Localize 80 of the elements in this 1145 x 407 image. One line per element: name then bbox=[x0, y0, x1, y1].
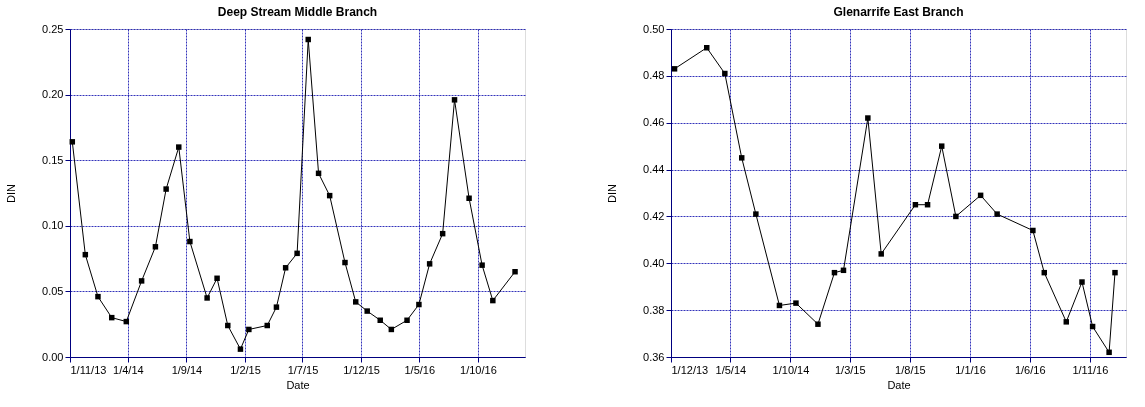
point bbox=[237, 346, 244, 352]
point bbox=[793, 300, 799, 306]
x-tick-label: 1/8/15 bbox=[895, 363, 926, 376]
x-tick-label: 1/5/14 bbox=[715, 363, 747, 376]
point bbox=[938, 143, 945, 149]
point bbox=[364, 308, 370, 314]
x-tick-label: 1/9/14 bbox=[171, 363, 203, 376]
y-tick-label: 0.10 bbox=[42, 219, 64, 232]
point bbox=[342, 259, 348, 266]
point bbox=[294, 250, 300, 257]
point bbox=[1063, 319, 1070, 325]
point bbox=[490, 297, 496, 304]
point bbox=[738, 155, 745, 161]
x-tick-label: 1/11/13 bbox=[70, 363, 107, 376]
point bbox=[1030, 227, 1036, 234]
x-tick-label: 1/10/16 bbox=[460, 363, 497, 376]
x-tick-label: 1/7/15 bbox=[287, 363, 319, 376]
point bbox=[865, 115, 871, 121]
y-tick-label: 0.46 bbox=[643, 116, 665, 129]
point bbox=[953, 213, 959, 220]
point bbox=[753, 211, 759, 217]
point bbox=[95, 293, 101, 300]
x-tick-label: 1/4/14 bbox=[113, 363, 144, 376]
y-tick-label: 0.15 bbox=[42, 153, 64, 166]
point bbox=[187, 238, 193, 245]
y-tick-label: 0.40 bbox=[643, 256, 665, 269]
y-tick-label: 0.25 bbox=[42, 22, 64, 35]
point bbox=[138, 278, 145, 284]
x-tick-label: 1/11/16 bbox=[1072, 363, 1109, 376]
point bbox=[878, 251, 884, 257]
point bbox=[1106, 349, 1112, 356]
point bbox=[815, 321, 821, 327]
y-tick-label: 0.36 bbox=[643, 350, 665, 363]
point bbox=[426, 261, 433, 267]
y-tick-label: 0.48 bbox=[643, 69, 665, 82]
x-axis-title: Date bbox=[887, 378, 911, 391]
point bbox=[451, 97, 458, 103]
point bbox=[69, 139, 76, 145]
point bbox=[722, 70, 728, 77]
point bbox=[273, 304, 280, 310]
point bbox=[416, 301, 422, 308]
x-tick-label: 1/5/16 bbox=[404, 363, 436, 376]
y-tick-label: 0.50 bbox=[643, 22, 665, 35]
point bbox=[176, 144, 182, 150]
x-tick-label: 1/10/14 bbox=[772, 363, 810, 376]
x-tick-label: 1/12/15 bbox=[343, 363, 380, 376]
point bbox=[204, 295, 210, 301]
point bbox=[152, 244, 159, 250]
point bbox=[671, 66, 678, 72]
point bbox=[377, 317, 383, 323]
y-tick-label: 0.20 bbox=[42, 88, 64, 101]
y-tick-label: 0.42 bbox=[643, 209, 665, 222]
y-axis-title: DIN bbox=[606, 183, 619, 203]
point bbox=[305, 36, 311, 43]
point bbox=[479, 262, 485, 268]
point bbox=[466, 195, 472, 201]
x-tick-label: 1/2/15 bbox=[230, 363, 261, 376]
point bbox=[246, 326, 252, 333]
x-tick-label: 1/1/16 bbox=[955, 363, 986, 376]
point bbox=[1079, 279, 1085, 285]
x-tick-label: 1/6/16 bbox=[1014, 363, 1046, 376]
point bbox=[994, 211, 1000, 217]
chart-title: Deep Stream Middle Branch bbox=[217, 5, 378, 19]
x-tick-label: 1/12/13 bbox=[671, 363, 709, 376]
point bbox=[214, 275, 220, 282]
point bbox=[512, 268, 518, 275]
chart-title: Glenarrife East Branch bbox=[833, 5, 964, 19]
point bbox=[163, 186, 169, 192]
point bbox=[352, 299, 359, 305]
y-axis-title: DIN bbox=[5, 183, 18, 203]
x-tick-label: 1/3/15 bbox=[834, 363, 866, 376]
y-tick-label: 0.05 bbox=[42, 284, 64, 297]
point bbox=[225, 322, 231, 329]
x-axis-title: Date bbox=[286, 378, 310, 391]
point bbox=[1112, 269, 1118, 276]
y-tick-label: 0.38 bbox=[643, 303, 665, 316]
y-tick-label: 0.00 bbox=[42, 350, 64, 363]
point bbox=[404, 317, 410, 323]
point bbox=[282, 265, 289, 271]
y-tick-label: 0.44 bbox=[643, 163, 665, 176]
